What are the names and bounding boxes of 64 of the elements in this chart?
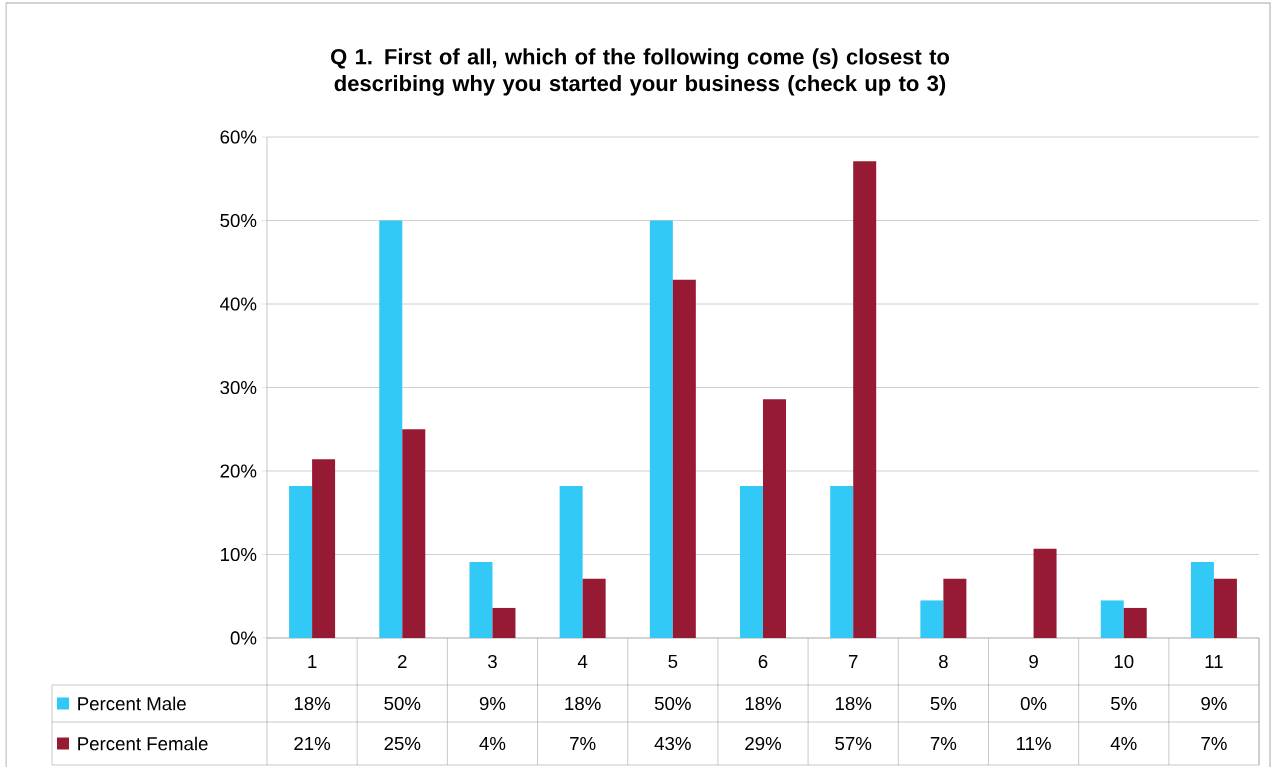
bar [763, 399, 787, 638]
data-label: 0% [1020, 696, 1047, 711]
x-tick-label: 2 [398, 654, 407, 669]
data-label: 4% [1110, 736, 1137, 751]
data-label: 11% [1017, 736, 1051, 751]
bar [379, 220, 403, 638]
y-tick-label: 50% [220, 213, 257, 228]
y-tick-label: 10% [221, 547, 257, 562]
data-label: 29% [745, 736, 782, 751]
bar [830, 486, 854, 638]
bar [853, 161, 877, 638]
bar [1033, 548, 1057, 638]
x-tick-label: 11 [1205, 655, 1223, 668]
bar [582, 578, 606, 638]
y-tick-label: 30% [220, 380, 257, 395]
data-label: 9% [1201, 696, 1227, 711]
bar [1123, 607, 1147, 638]
data-label: 18% [745, 696, 782, 711]
bar [469, 562, 493, 638]
data-label: 18% [565, 696, 601, 711]
x-tick-label: 9 [1029, 654, 1038, 669]
data-label: 57% [835, 736, 872, 751]
bar [1190, 562, 1214, 638]
bar [289, 486, 313, 638]
data-label: 50% [654, 696, 691, 711]
legend-label: Percent Female [78, 736, 208, 751]
x-tick-label: 8 [939, 654, 948, 669]
bar [649, 220, 673, 638]
data-label: 4% [479, 736, 506, 751]
bar [492, 607, 516, 638]
bar [1213, 578, 1237, 638]
x-tick-label: 1 [308, 655, 317, 668]
bar [943, 578, 967, 638]
x-tick-label: 5 [668, 654, 678, 669]
y-tick-label: 40% [220, 297, 257, 311]
data-label: 7% [570, 736, 596, 751]
y-tick-label: 0% [230, 631, 257, 645]
data-label: 50% [384, 696, 421, 711]
data-label: 21% [294, 736, 331, 751]
y-tick-label: 60% [220, 130, 257, 144]
x-tick-label: 4 [577, 655, 588, 668]
x-tick-label: 6 [758, 654, 768, 669]
data-label: 18% [294, 696, 331, 711]
data-label: 7% [930, 736, 957, 751]
bar [1100, 600, 1124, 638]
data-label: 5% [1111, 696, 1137, 711]
bar [920, 600, 944, 638]
data-label: 5% [930, 696, 957, 711]
bar [672, 279, 696, 638]
bar [402, 429, 426, 638]
data-label: 43% [654, 736, 691, 751]
bar [559, 486, 583, 638]
x-tick-label: 3 [487, 654, 497, 669]
x-tick-label: 7 [848, 655, 858, 668]
bar [740, 486, 764, 638]
legend-label: Percent Male [78, 696, 186, 711]
x-tick-label: 10 [1114, 654, 1134, 669]
data-label: 18% [835, 696, 872, 711]
data-label: 7% [1201, 736, 1227, 751]
bar [312, 459, 336, 638]
data-label: 25% [384, 736, 421, 751]
y-tick-label: 20% [220, 464, 257, 478]
chart-title: Q 1. First of all, which of the following come (s) closest to describing why you started your business (check up to 3) [331, 48, 950, 96]
data-label: 9% [479, 696, 506, 711]
